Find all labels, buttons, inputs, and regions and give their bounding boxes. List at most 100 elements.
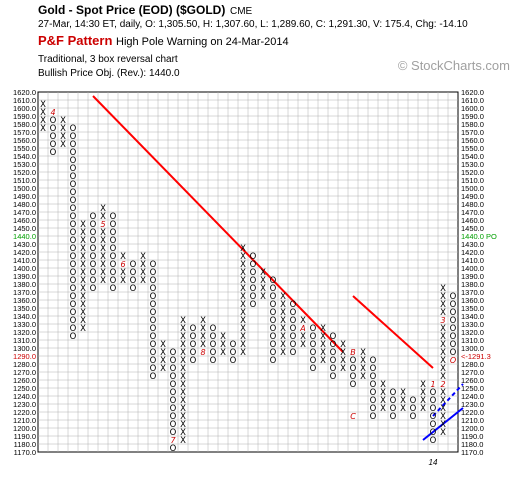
bullish-trendline (432, 383, 464, 417)
o-box: O (70, 124, 77, 134)
o-box: O (90, 276, 97, 286)
x-box: X (240, 244, 246, 254)
o-box: O (310, 356, 317, 366)
o-box: O (150, 348, 157, 358)
o-box: O (70, 292, 77, 302)
o-box: O (130, 276, 137, 286)
x-box: X (180, 420, 186, 430)
o-box: O (110, 260, 117, 270)
o-box: O (70, 308, 77, 318)
o-box: O (170, 372, 177, 382)
y-tick-label-right: 1600.0 (461, 104, 484, 113)
o-box: O (310, 348, 317, 358)
x-box: X (440, 308, 446, 318)
o-box: O (150, 268, 157, 278)
x-box: X (100, 260, 106, 270)
chart-grid (37, 91, 459, 453)
o-box: O (450, 308, 457, 318)
o-box: O (90, 228, 97, 238)
o-box: O (170, 420, 177, 430)
o-box: O (130, 268, 137, 278)
y-tick-label-right: 1340.0 (461, 312, 484, 321)
y-tick-label-left: 1420.0 (13, 248, 36, 257)
o-box: O (210, 340, 217, 350)
o-box: O (250, 276, 257, 286)
y-tick-label-right: 1500.0 (461, 184, 484, 193)
x-box: X (180, 412, 186, 422)
y-tick-label-right: 1170.0 (461, 448, 483, 457)
y-tick-label-left: 1310.0 (13, 336, 36, 345)
y-tick-label-right: 1490.0 (461, 192, 484, 201)
x-box: X (440, 396, 446, 406)
o-box: O (70, 244, 77, 254)
x-box: X (200, 340, 206, 350)
o-box: O (330, 340, 337, 350)
o-box: O (330, 372, 337, 382)
x-box: X (440, 356, 446, 366)
x-box: X (200, 324, 206, 334)
pattern-label: P&F Pattern (38, 33, 112, 48)
o-box: O (330, 364, 337, 374)
x-box: X (40, 108, 46, 118)
o-box: O (90, 212, 97, 222)
o-box: O (290, 316, 297, 326)
month-marker: A (299, 324, 305, 333)
month-marker: 2 (440, 380, 445, 389)
o-box: O (70, 164, 77, 174)
o-box: O (450, 324, 457, 334)
o-box: O (70, 324, 77, 334)
o-box: O (270, 276, 277, 286)
o-box: O (110, 252, 117, 262)
o-box: O (90, 220, 97, 230)
x-box: X (300, 316, 306, 326)
o-box: O (350, 356, 357, 366)
o-box: O (230, 356, 237, 366)
o-box: O (150, 316, 157, 326)
x-box: X (180, 404, 186, 414)
x-box: X (240, 300, 246, 310)
trendlines (92, 95, 464, 441)
watermark: © StockCharts.com (398, 58, 510, 73)
x-box: X (120, 276, 126, 286)
y-tick-label-left: 1210.0 (13, 416, 36, 425)
o-box: O (150, 300, 157, 310)
o-box: O (70, 228, 77, 238)
x-box: X (340, 364, 346, 374)
x-box: X (240, 284, 246, 294)
o-box: O (430, 412, 437, 422)
o-box: O (350, 372, 357, 382)
x-box: X (300, 340, 306, 350)
o-box: O (250, 284, 257, 294)
o-box: O (270, 284, 277, 294)
o-box: O (70, 204, 77, 214)
x-box: X (340, 348, 346, 358)
x-box: X (180, 348, 186, 358)
x-box: X (240, 276, 246, 286)
x-box: X (380, 380, 386, 390)
o-box: O (150, 372, 157, 382)
y-tick-label-left: 1330.0 (13, 320, 36, 329)
o-box: O (370, 404, 377, 414)
x-box: X (440, 300, 446, 310)
y-tick-label-left: 1300.0 (13, 344, 36, 353)
x-box: X (40, 100, 46, 110)
x-box: X (180, 364, 186, 374)
month-marker: C (350, 412, 356, 421)
x-box: X (320, 340, 326, 350)
y-tick-label-right: 1550.0 (461, 144, 484, 153)
x-box: X (440, 412, 446, 422)
o-box: O (150, 324, 157, 334)
o-box: O (430, 428, 437, 438)
y-tick-label-right: 1180.0 (461, 440, 483, 449)
y-tick-label-right: 1300.0 (461, 344, 484, 353)
x-box: X (100, 244, 106, 254)
x-box: X (100, 268, 106, 278)
y-tick-label-left: 1540.0 (13, 152, 36, 161)
y-tick-label-left: 1570.0 (13, 128, 36, 137)
y-tick-label-right: 1220.0 (461, 408, 484, 417)
bearish-trendline (92, 95, 344, 353)
o-box: O (190, 348, 197, 358)
o-box: O (50, 132, 57, 142)
x-box: X (320, 324, 326, 334)
x-box: X (60, 124, 66, 134)
